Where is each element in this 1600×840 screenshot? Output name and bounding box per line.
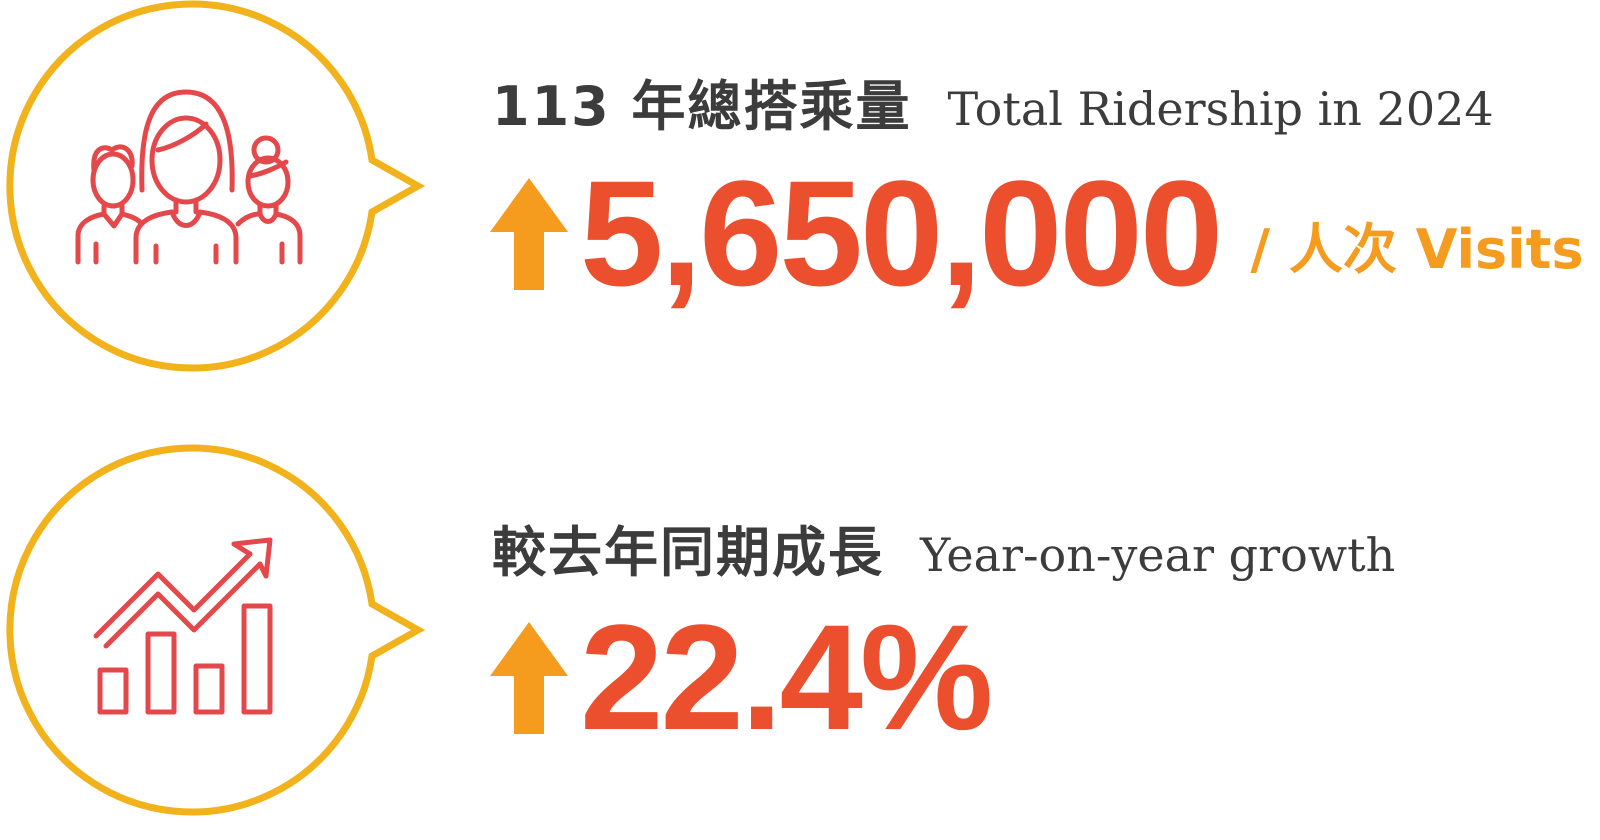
speech-bubble-outline xyxy=(6,0,426,372)
up-arrow-icon xyxy=(490,622,568,734)
up-arrow-icon xyxy=(490,178,568,290)
growth-chart-icon xyxy=(93,537,273,715)
growth-value: 22.4% xyxy=(580,593,993,761)
growth-title: 較去年同期成長 Year-on-year growth xyxy=(492,508,1395,587)
ridership-value-row: 5,650,000 / 人次 Visits xyxy=(490,149,1584,317)
speech-bubble-ridership xyxy=(0,0,440,400)
people-group-icon xyxy=(75,89,303,265)
ridership-title-zh: 113 年總搭乘量 xyxy=(492,75,912,138)
speech-bubble-growth xyxy=(0,440,440,840)
ridership-title-en: Total Ridership in 2024 xyxy=(947,82,1494,136)
ridership-value: 5,650,000 xyxy=(580,149,1223,317)
growth-title-zh: 較去年同期成長 xyxy=(492,521,884,584)
ridership-title: 113 年總搭乘量 Total Ridership in 2024 xyxy=(492,62,1494,141)
growth-value-row: 22.4% xyxy=(490,593,993,761)
speech-bubble-outline xyxy=(6,444,426,816)
ridership-unit: / 人次 Visits xyxy=(1250,218,1584,281)
growth-title-en: Year-on-year growth xyxy=(920,528,1396,582)
